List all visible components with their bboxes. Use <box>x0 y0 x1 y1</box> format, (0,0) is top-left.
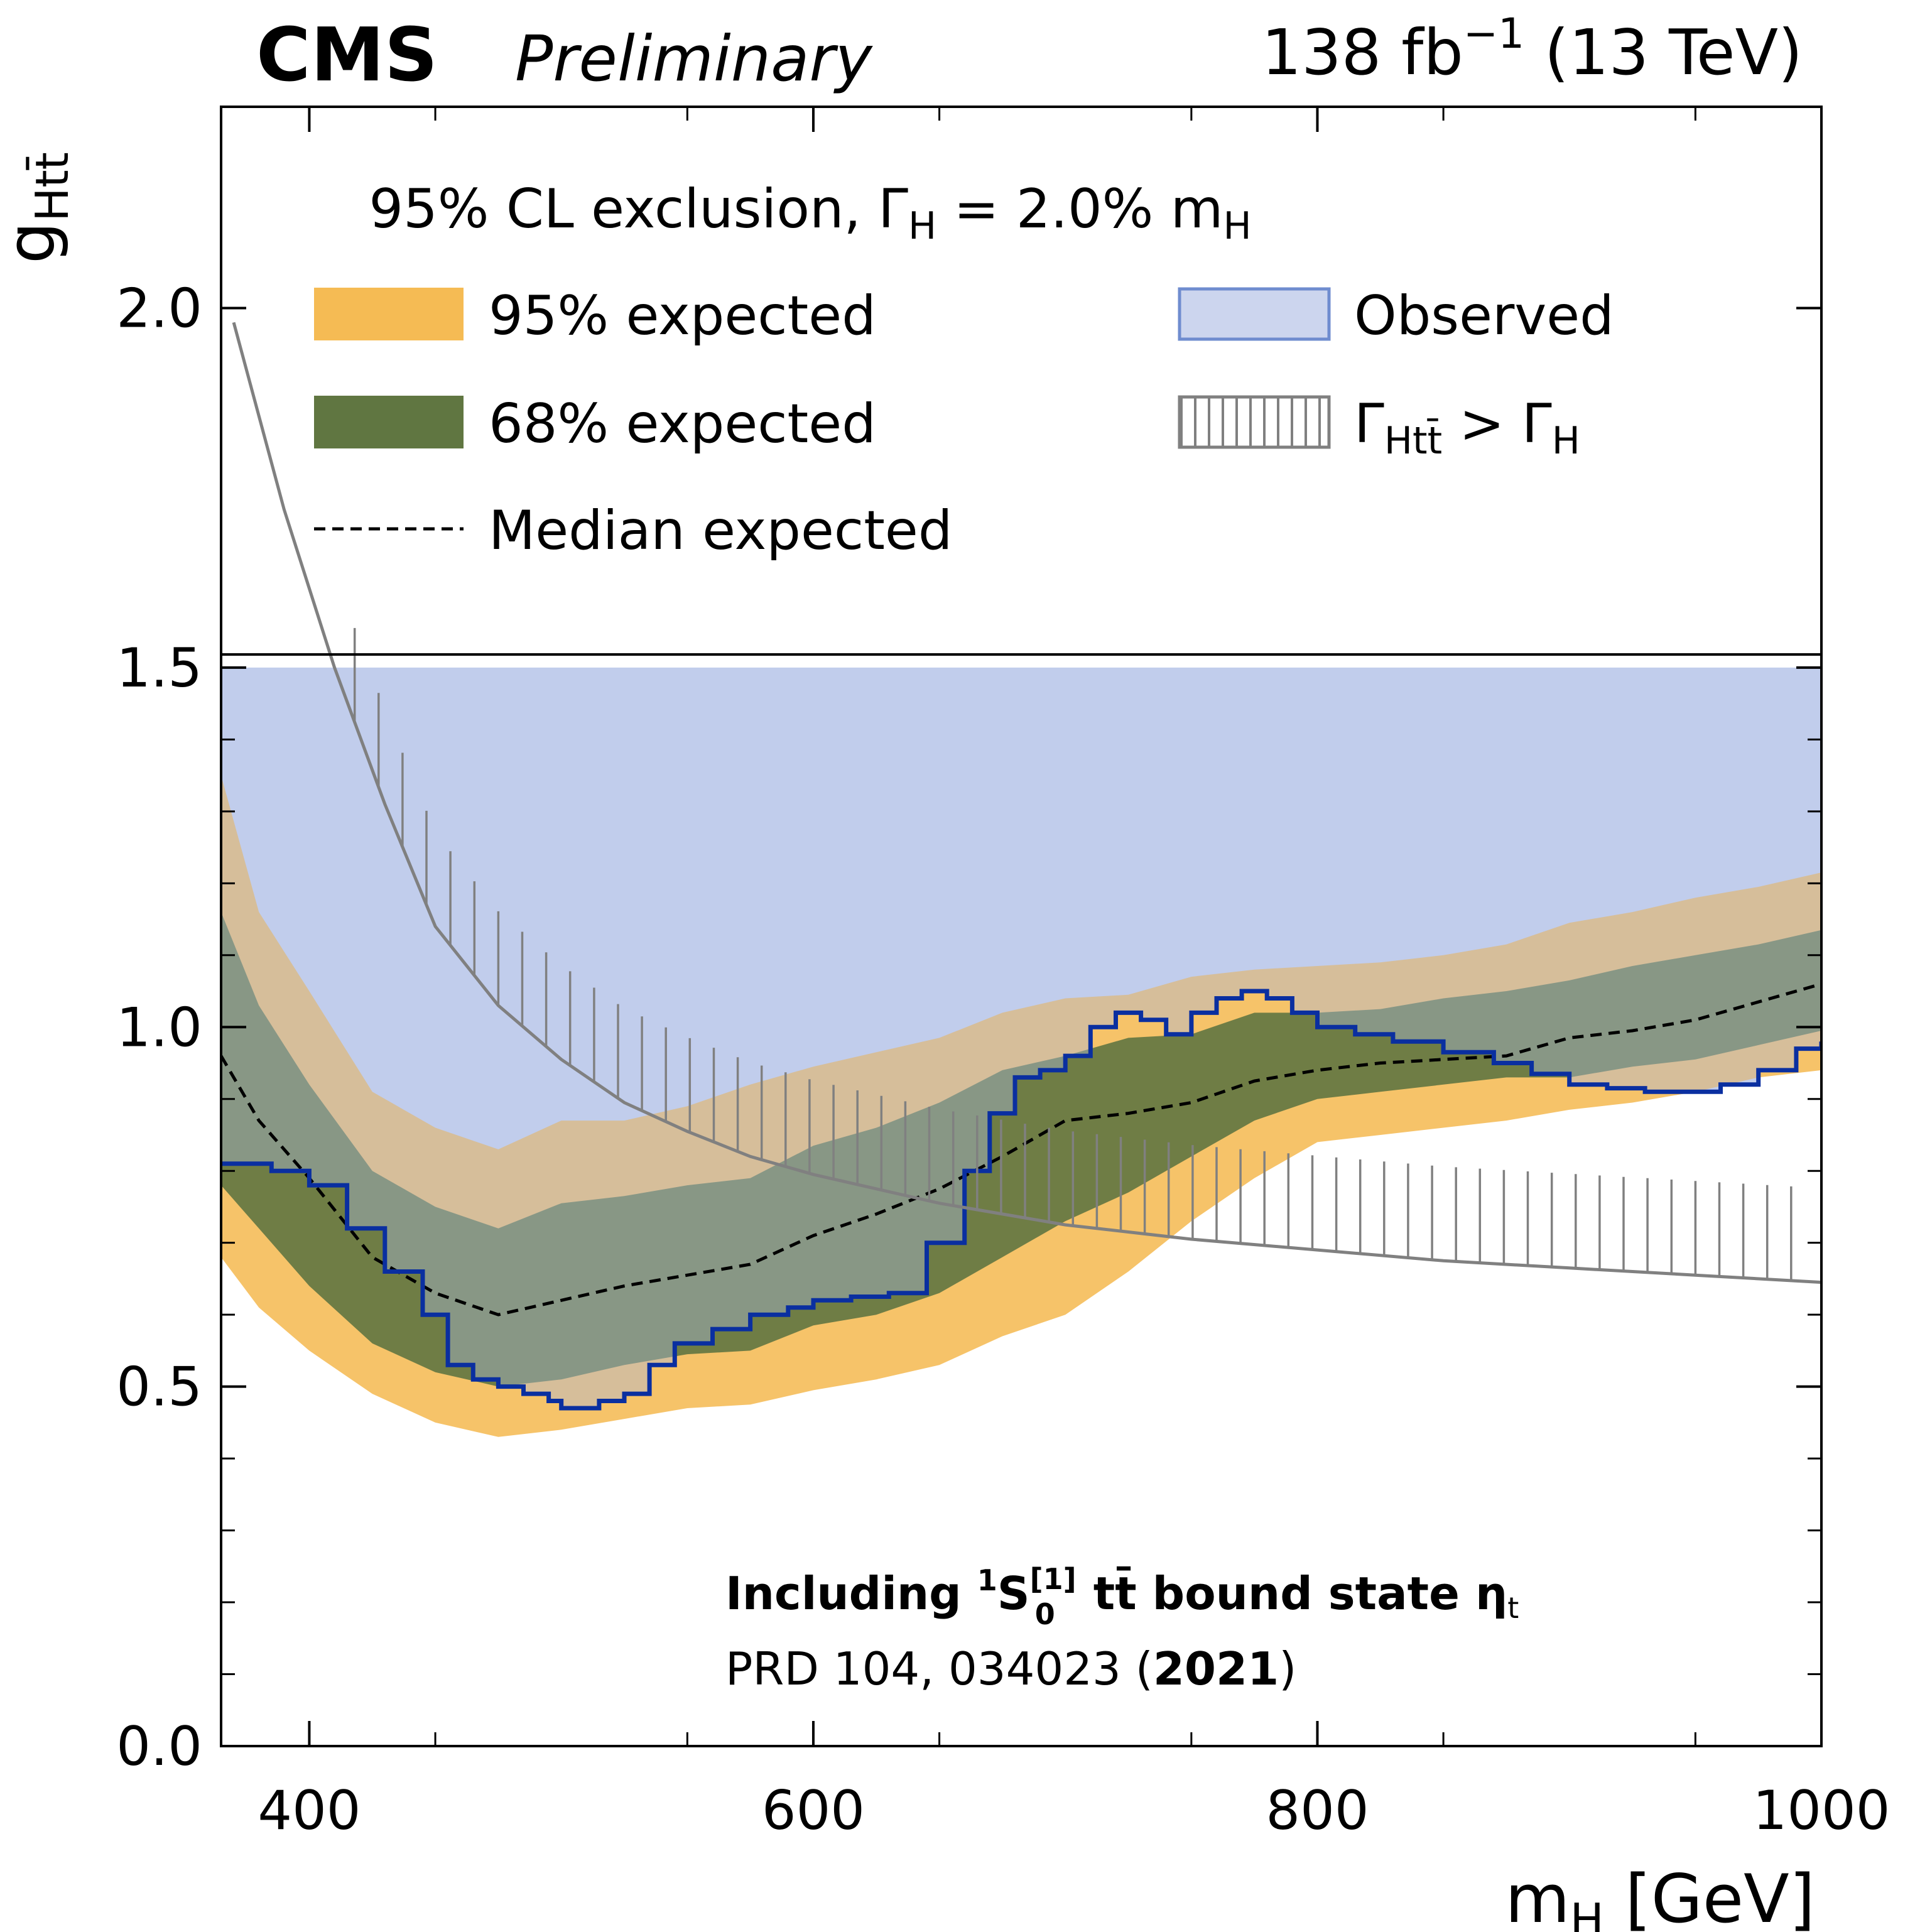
y-label-var: g <box>0 222 70 264</box>
legend-width-prefix: Γ <box>1354 393 1384 455</box>
x-label-unit: [GeV] <box>1604 1860 1815 1932</box>
legend-label-median: Median expected <box>489 499 952 562</box>
annotation-suffix: tt̄ bound state η <box>1078 1566 1508 1620</box>
x-tick-label: 400 <box>258 1779 361 1842</box>
legend-title-prefix: 95% CL exclusion, Γ <box>369 178 908 241</box>
y-tick-label: 0.0 <box>116 1715 202 1778</box>
legend-swatch-width <box>1178 395 1331 449</box>
annotation-ref: PRD 104, 034023 ( <box>725 1642 1153 1695</box>
lumi-energy: (13 TeV) <box>1524 16 1803 89</box>
y-tick-label: 1.0 <box>116 996 202 1059</box>
x-label-var: m <box>1505 1860 1570 1932</box>
status-label: Preliminary <box>515 22 873 95</box>
annotation-state-S: S <box>997 1567 1030 1620</box>
annotation-sup: 1 <box>977 1563 997 1597</box>
median-expected-line <box>221 982 1821 1316</box>
annotation-line1: Including 1S[1] 0 tt̄ bound state ηt <box>725 1562 1519 1631</box>
legend-label-observed: Observed <box>1354 285 1614 347</box>
y-tick-label: 1.5 <box>116 637 202 700</box>
lumi-exponent: −1 <box>1463 9 1524 58</box>
legend-label-95: 95% expected <box>489 285 876 347</box>
legend-swatch-95 <box>314 288 464 340</box>
width-limit-line <box>232 322 1821 1284</box>
luminosity-label: 138 fb−1 (13 TeV) <box>1261 9 1803 89</box>
annotation-prefix: Including <box>725 1567 977 1620</box>
legend-title-sub: H <box>908 204 936 248</box>
legend-swatch-68 <box>314 396 464 448</box>
legend-title: 95% CL exclusion, ΓH = 2.0% mH <box>369 178 1251 248</box>
plot-area <box>221 322 1821 1437</box>
experiment-label: CMS <box>256 11 438 98</box>
annotation-sup2: [1] <box>1030 1562 1077 1596</box>
expected-68-band <box>221 912 1821 1387</box>
y-tick-label: 0.5 <box>116 1356 202 1419</box>
legend-label-width: ΓHtt̄ > ΓH <box>1354 393 1580 463</box>
legend-label-68: 68% expected <box>489 393 876 455</box>
observed-limit-line <box>221 989 1821 1411</box>
legend: 95% CL exclusion, ΓH = 2.0% mH 95% expec… <box>314 178 1614 562</box>
x-label-sub: H <box>1570 1894 1604 1932</box>
lumi-value: 138 fb <box>1261 16 1463 89</box>
axis-ticks: 400 600 800 1000 0.0 0.5 1.0 1.5 2.0 <box>116 107 1890 1842</box>
legend-swatch-observed <box>1178 287 1331 341</box>
annotation-sub: t <box>1507 1591 1519 1625</box>
y-axis-label: gHtt̄ <box>0 152 79 264</box>
legend-width-sub2: H <box>1552 419 1580 463</box>
legend-title-mid: = 2.0% m <box>936 178 1223 241</box>
y-label-sub: Htt̄ <box>26 152 79 222</box>
annotation-close: ) <box>1279 1642 1296 1695</box>
x-tick-label: 600 <box>762 1779 865 1842</box>
legend-width-mid: > Γ <box>1442 393 1552 455</box>
x-tick-label: 800 <box>1266 1779 1369 1842</box>
annotation-sub2: 0 <box>1035 1597 1055 1631</box>
x-tick-label: 1000 <box>1753 1779 1891 1842</box>
legend-title-sub2: H <box>1223 204 1252 248</box>
annotation-line2: PRD 104, 034023 (2021) <box>725 1642 1296 1695</box>
plot-frame <box>220 106 1823 1747</box>
annotation-year: 2021 <box>1153 1642 1279 1695</box>
legend-width-sub: Htt̄ <box>1384 418 1442 463</box>
y-tick-label: 2.0 <box>116 278 202 340</box>
observed-excluded-overlay <box>221 667 1821 1408</box>
x-axis-label: mH [GeV] <box>1505 1860 1815 1932</box>
